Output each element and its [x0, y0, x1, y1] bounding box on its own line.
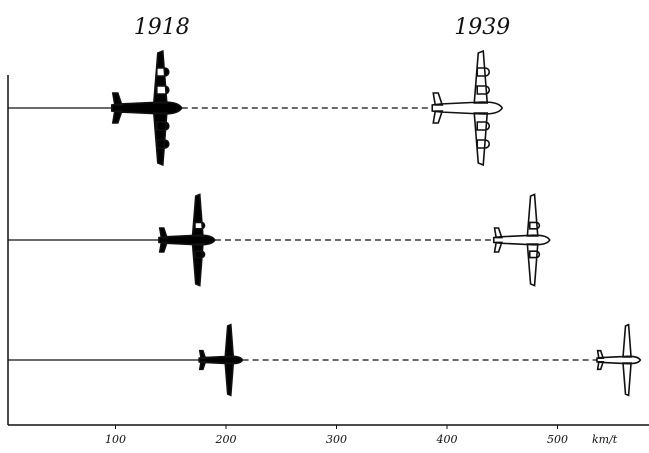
plane — [431, 49, 504, 167]
plane — [596, 323, 642, 397]
series-label: 1939 — [454, 15, 510, 40]
x-tick-label: 400 — [436, 433, 458, 446]
plane — [198, 323, 244, 397]
x-axis-label: km/t — [592, 433, 618, 446]
x-tick-label: 300 — [326, 433, 347, 446]
x-tick-label: 500 — [547, 433, 568, 446]
plane — [111, 49, 183, 167]
x-tick-label: 100 — [105, 433, 126, 446]
series-label: 1918 — [134, 15, 190, 40]
x-tick-label: 200 — [215, 433, 237, 446]
plane — [492, 193, 551, 287]
plane — [158, 193, 216, 287]
